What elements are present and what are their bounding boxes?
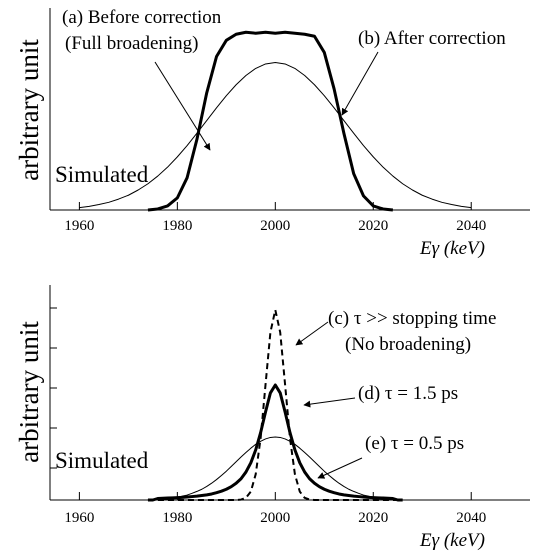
y-axis-label: arbitrary unit — [14, 39, 44, 181]
x-axis-label: Eγ (keV) — [419, 238, 485, 259]
annotation: (e) τ = 0.5 ps — [365, 433, 464, 454]
x-tick-label: 2020 — [358, 510, 388, 526]
annotation: (a) Before correction — [62, 7, 222, 28]
y-ticks — [50, 307, 57, 469]
arrow — [341, 51, 379, 116]
annotation: (Full broadening) — [65, 33, 199, 54]
x-tick-label: 1960 — [64, 510, 94, 526]
y-axis-label: arbitrary unit — [14, 321, 44, 463]
annotation: (d) τ = 1.5 ps — [358, 383, 458, 404]
x-axis-label: Eγ (keV) — [419, 530, 485, 551]
x-tick-label: 1980 — [162, 218, 192, 234]
annotation: Simulated — [55, 448, 149, 473]
arrow — [154, 61, 211, 151]
line-series — [147, 436, 403, 501]
annotation: (c) τ >> stopping time — [328, 308, 496, 329]
x-tick-label: 1980 — [162, 510, 192, 526]
line-series — [79, 62, 472, 209]
x-tick-label: 2000 — [260, 510, 290, 526]
arrow — [317, 457, 363, 479]
x-tick-label: 2020 — [358, 218, 388, 234]
arrow — [295, 321, 329, 346]
annotation: (No broadening) — [345, 334, 471, 355]
line-series — [147, 383, 403, 502]
x-tick-label: 1960 — [64, 218, 94, 234]
line-series — [147, 30, 394, 212]
x-tick-label: 2040 — [456, 510, 486, 526]
x-tick-label: 2000 — [260, 218, 290, 234]
x-tick-label: 2040 — [456, 218, 486, 234]
annotation: (b) After correction — [358, 28, 506, 49]
line-series — [147, 308, 403, 501]
annotation: Simulated — [55, 162, 149, 187]
arrow — [303, 397, 356, 408]
